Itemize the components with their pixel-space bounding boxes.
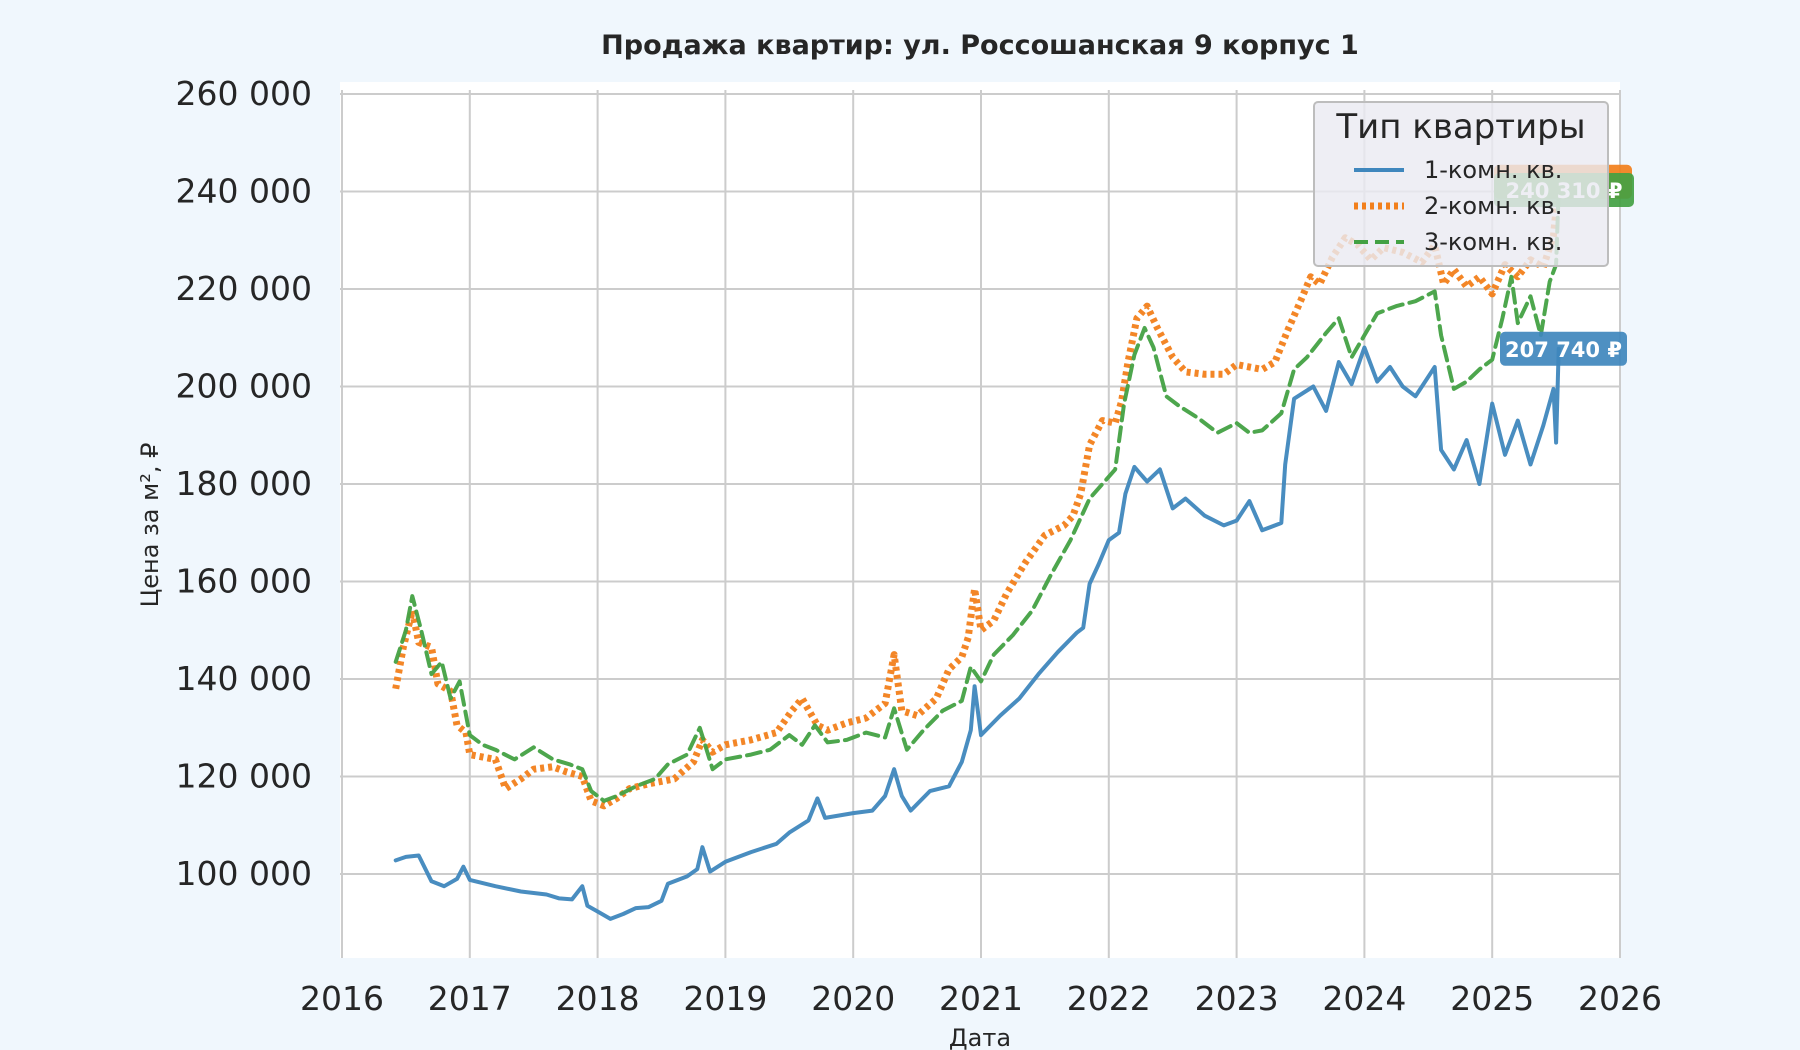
series-line-3 <box>393 188 1561 803</box>
x-tick-label: 2017 <box>428 979 512 1018</box>
axes: 100 000 120 000 140 000 160 000 180 000 200 0… <box>176 74 1662 1018</box>
legend-box <box>1313 101 1609 267</box>
x-tick-label: 2020 <box>811 979 895 1018</box>
y-tick-label: 100 000 <box>176 854 312 893</box>
x-tick-label: 2024 <box>1322 979 1406 1018</box>
y-axis-label: Цена за м², ₽ <box>136 443 164 608</box>
end-label-text: 207 740 ₽ <box>1505 338 1622 362</box>
end-label-background <box>1500 331 1627 366</box>
y-tick-label: 220 000 <box>176 269 312 308</box>
x-tick-label: 2026 <box>1578 979 1662 1018</box>
end-label-1: 207 740 ₽ <box>1500 331 1627 366</box>
x-tick-label: 2019 <box>683 979 767 1018</box>
x-tick-label: 2021 <box>939 979 1023 1018</box>
legend: Тип квартиры 1-комн. кв. 2-комн. кв. 3-комн… <box>1313 101 1609 267</box>
y-tick-label: 200 000 <box>176 367 312 406</box>
legend-entry-1: 1-комн. кв. <box>1424 156 1562 184</box>
y-tick-label: 160 000 <box>176 562 312 601</box>
y-tick-label: 260 000 <box>176 74 312 113</box>
legend-entry-2: 2-комн. кв. <box>1424 192 1562 220</box>
x-tick-label: 2022 <box>1067 979 1151 1018</box>
series-line-1 <box>393 345 1561 921</box>
y-tick-label: 240 000 <box>176 172 312 211</box>
y-tick-label: 180 000 <box>176 464 312 503</box>
chart-title: Продажа квартир: ул. Россошанская 9 корп… <box>601 30 1359 61</box>
legend-entry-3: 3-комн. кв. <box>1424 228 1562 256</box>
x-tick-label: 2016 <box>300 979 384 1018</box>
x-tick-label: 2018 <box>556 979 640 1018</box>
x-tick-label: 2023 <box>1195 979 1279 1018</box>
y-tick-label: 140 000 <box>176 659 312 698</box>
legend-title: Тип квартиры <box>1335 107 1585 147</box>
x-axis-label: Дата <box>949 1024 1011 1050</box>
x-tick-label: 2025 <box>1450 979 1534 1018</box>
y-tick-label: 120 000 <box>176 757 312 796</box>
